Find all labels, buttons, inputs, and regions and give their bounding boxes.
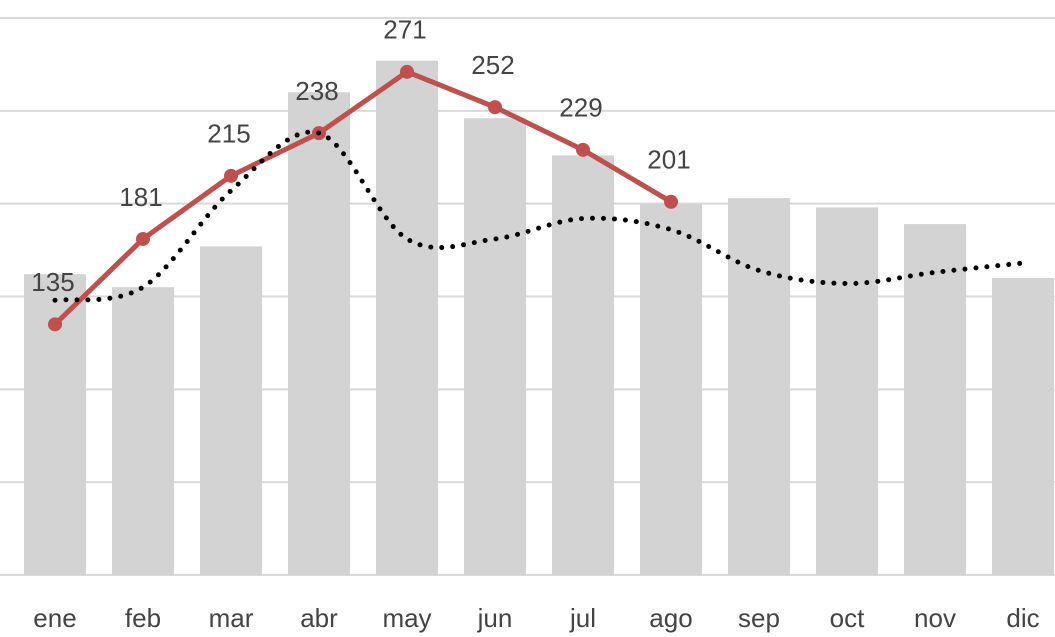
- bar: [992, 277, 1054, 575]
- bar: [288, 92, 350, 576]
- x-tick-label: feb: [125, 603, 161, 633]
- x-tick-label: dic: [1006, 603, 1039, 633]
- x-tick-label: mar: [209, 603, 254, 633]
- x-tick-label: abr: [300, 603, 338, 633]
- bar: [640, 203, 702, 575]
- bar: [728, 198, 790, 575]
- x-tick-label: ene: [33, 603, 76, 633]
- data-label: 201: [647, 145, 690, 175]
- data-label: 135: [31, 267, 74, 297]
- line-marker: [576, 142, 590, 157]
- x-tick-label: nov: [914, 603, 956, 633]
- data-label: 271: [383, 15, 426, 45]
- dotted-line: [52, 129, 1026, 303]
- x-tick-label: ago: [649, 603, 692, 633]
- bar: [464, 118, 526, 575]
- bar: [200, 246, 262, 575]
- data-label: 215: [207, 119, 250, 149]
- data-label: 181: [119, 182, 162, 212]
- line-marker: [400, 64, 414, 79]
- bar: [816, 207, 878, 575]
- x-tick-label: sep: [738, 603, 780, 633]
- line-marker: [48, 317, 62, 332]
- data-label: 252: [471, 50, 514, 80]
- bar: [904, 224, 966, 575]
- line: [52, 69, 674, 327]
- bar: [552, 155, 614, 576]
- bar: [112, 287, 174, 575]
- x-tick-label: jun: [477, 603, 513, 633]
- line-marker: [664, 194, 678, 209]
- x-tick-label: oct: [830, 603, 865, 633]
- line-marker: [136, 231, 150, 246]
- bar: [376, 60, 438, 576]
- x-tick-label: jul: [569, 603, 596, 633]
- data-label: 238: [295, 76, 338, 106]
- line-marker: [224, 168, 238, 183]
- data-label: 229: [559, 93, 602, 123]
- x-tick-label: may: [382, 603, 431, 633]
- line-marker: [488, 100, 502, 115]
